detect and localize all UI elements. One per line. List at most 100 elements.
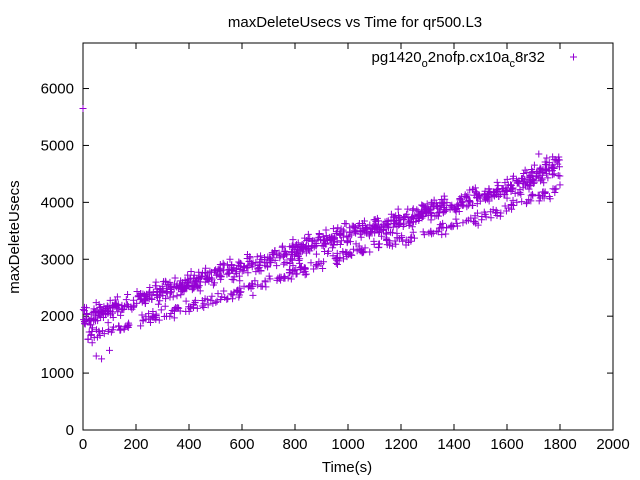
data-point xyxy=(436,206,444,214)
axis-ticks: 0 200 400 600 800 1000 1200 1400 1600 1800 2000 0 10… xyxy=(41,43,630,453)
y-tick-label: 6000 xyxy=(41,81,74,98)
legend: pg1420o2nofp.cx10ac8r32 xyxy=(372,49,577,70)
data-point xyxy=(172,304,180,312)
legend-label-part-3: 8r32 xyxy=(515,49,545,66)
data-point xyxy=(168,306,176,314)
data-point xyxy=(246,253,254,261)
data-point xyxy=(125,319,133,327)
data-point xyxy=(151,282,159,290)
data-point xyxy=(346,249,354,257)
data-point xyxy=(423,200,431,208)
data-point xyxy=(217,275,225,283)
data-point xyxy=(407,237,415,245)
data-point xyxy=(179,286,187,294)
data-point xyxy=(359,249,367,257)
data-point xyxy=(296,259,304,267)
data-point xyxy=(180,287,188,295)
data-point xyxy=(227,265,235,273)
data-point xyxy=(170,314,178,322)
data-point xyxy=(99,327,107,335)
data-point xyxy=(341,220,349,228)
data-point xyxy=(125,303,133,311)
data-point xyxy=(224,295,232,303)
data-point xyxy=(535,150,543,158)
x-tick-label: 800 xyxy=(282,436,307,453)
y-tick-label: 0 xyxy=(66,422,74,439)
data-point xyxy=(520,169,528,177)
data-point xyxy=(519,180,527,188)
data-point xyxy=(294,239,302,247)
data-point xyxy=(333,261,341,269)
data-point xyxy=(244,263,252,271)
data-point xyxy=(109,313,117,321)
data-point xyxy=(339,247,347,255)
data-point xyxy=(299,241,307,249)
data-point xyxy=(154,300,162,308)
data-point xyxy=(88,328,96,336)
data-point xyxy=(84,335,92,343)
data-point xyxy=(329,241,337,249)
data-point xyxy=(191,298,199,306)
data-point xyxy=(312,250,320,258)
y-axis-label: maxDeleteUsecs xyxy=(6,180,23,293)
data-point xyxy=(236,266,244,274)
data-point xyxy=(104,308,112,316)
data-point xyxy=(355,245,363,253)
data-point xyxy=(240,263,248,271)
data-point xyxy=(525,196,533,204)
data-point xyxy=(324,250,332,258)
data-point xyxy=(375,228,383,236)
data-point xyxy=(478,213,486,221)
data-point xyxy=(442,230,450,238)
data-point xyxy=(472,219,480,227)
data-point xyxy=(83,311,91,319)
data-point xyxy=(389,223,397,231)
x-tick-label: 1600 xyxy=(490,436,523,453)
data-point xyxy=(410,218,418,226)
data-point xyxy=(201,278,209,286)
legend-label: pg1420o2nofp.cx10ac8r32 xyxy=(372,49,545,70)
data-point xyxy=(288,256,296,264)
data-point xyxy=(322,232,330,240)
data-point xyxy=(377,232,385,240)
data-point xyxy=(309,237,317,245)
data-point xyxy=(434,228,442,236)
data-point xyxy=(152,278,160,286)
data-point xyxy=(212,271,220,279)
data-point xyxy=(523,168,531,176)
data-point xyxy=(106,296,114,304)
data-point xyxy=(251,277,259,285)
data-point xyxy=(524,182,532,190)
data-point xyxy=(194,283,202,291)
data-point xyxy=(489,206,497,214)
data-point xyxy=(529,192,537,200)
data-point xyxy=(226,255,234,263)
data-point xyxy=(356,227,364,235)
data-point xyxy=(211,267,219,275)
data-point xyxy=(189,284,197,292)
data-point xyxy=(413,206,421,214)
data-point xyxy=(522,200,530,208)
data-point xyxy=(312,239,320,247)
y-tick-label: 5000 xyxy=(41,137,74,154)
data-point xyxy=(475,191,483,199)
data-point xyxy=(236,277,244,285)
data-point xyxy=(383,220,391,228)
data-point xyxy=(207,296,215,304)
data-point xyxy=(406,219,414,227)
data-point xyxy=(345,251,353,259)
data-point xyxy=(501,202,509,210)
data-point xyxy=(88,339,96,347)
data-point xyxy=(162,295,170,303)
data-point xyxy=(123,322,131,330)
x-tick-label: 0 xyxy=(79,436,87,453)
data-point xyxy=(296,264,304,272)
data-point xyxy=(536,167,544,175)
data-point xyxy=(92,352,100,360)
data-point xyxy=(317,260,325,268)
data-point xyxy=(543,154,551,162)
data-point xyxy=(549,185,557,193)
data-point xyxy=(163,289,171,297)
data-point xyxy=(253,253,261,261)
data-point xyxy=(545,167,553,175)
